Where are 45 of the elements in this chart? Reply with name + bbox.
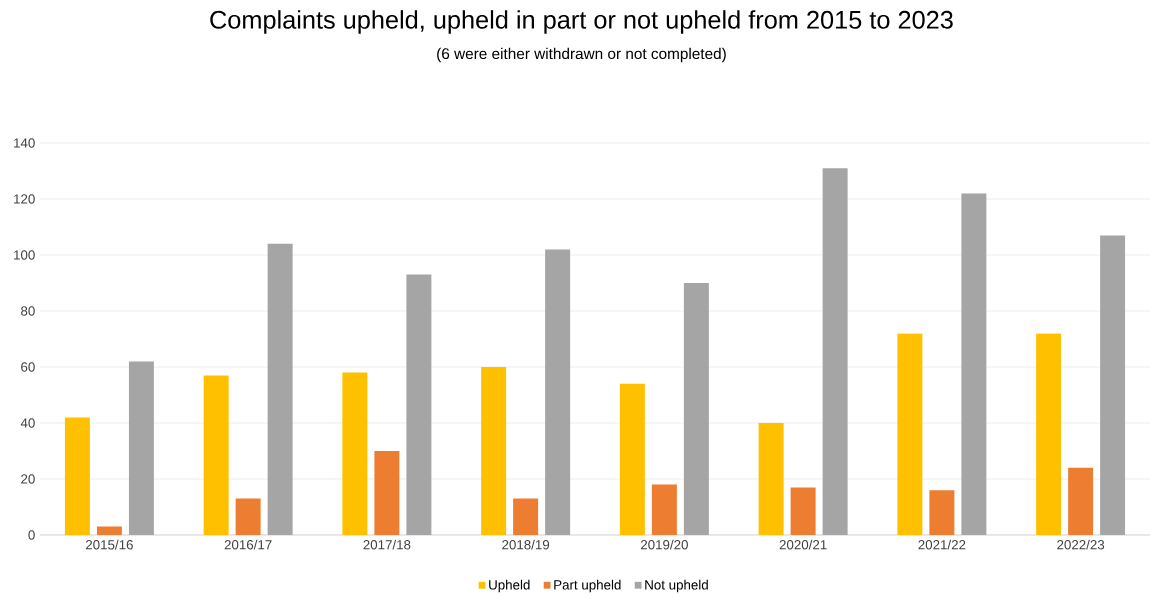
- bar: [374, 450, 400, 535]
- bar: [128, 361, 154, 535]
- x-tick-label: 2015/16: [85, 539, 133, 550]
- y-tick-label: 140: [14, 138, 35, 148]
- chart-title: Complaints upheld, upheld in part or not upheld from 2015 to 2023: [210, 10, 953, 34]
- bar: [651, 484, 677, 535]
- x-tick-label: 2020/21: [779, 539, 827, 550]
- bar: [235, 498, 261, 535]
- bar: [1068, 467, 1094, 535]
- bar: [513, 498, 539, 535]
- bar: [64, 417, 90, 535]
- legend-label: Part upheld: [554, 579, 621, 593]
- bar: [897, 333, 923, 535]
- bar: [790, 487, 816, 535]
- bar: [481, 366, 507, 535]
- x-tick-label: 2022/23: [1057, 539, 1105, 550]
- bar: [545, 249, 571, 535]
- legend-label: Upheld: [489, 579, 530, 593]
- y-tick-label: 100: [14, 250, 35, 260]
- x-tick-label: 2016/17: [224, 539, 272, 550]
- bar: [929, 490, 955, 535]
- y-tick-label: 20: [21, 474, 35, 484]
- y-tick-label: 0: [28, 530, 35, 540]
- x-tick-label: 2018/19: [502, 539, 550, 550]
- y-tick-label: 60: [21, 362, 35, 372]
- y-tick-label: 120: [14, 194, 35, 204]
- bar: [961, 193, 987, 535]
- bar: [683, 282, 709, 535]
- bar: [342, 372, 368, 535]
- legend-label: Not upheld: [645, 579, 708, 593]
- bar: [96, 526, 122, 535]
- bar: [1036, 333, 1062, 535]
- bar: [267, 243, 293, 535]
- bar: [758, 422, 784, 535]
- bar: [1100, 235, 1126, 535]
- chart-subtitle: (6 were either withdrawn or not completed): [437, 47, 726, 63]
- x-tick-label: 2021/22: [918, 539, 966, 550]
- x-tick-label: 2019/20: [640, 539, 688, 550]
- x-tick-label: 2017/18: [363, 539, 411, 550]
- bar: [406, 274, 432, 535]
- bar: [619, 383, 645, 535]
- bar: [822, 168, 848, 535]
- bar: [203, 375, 229, 535]
- y-tick-label: 80: [21, 306, 35, 316]
- y-tick-label: 40: [20, 418, 35, 428]
